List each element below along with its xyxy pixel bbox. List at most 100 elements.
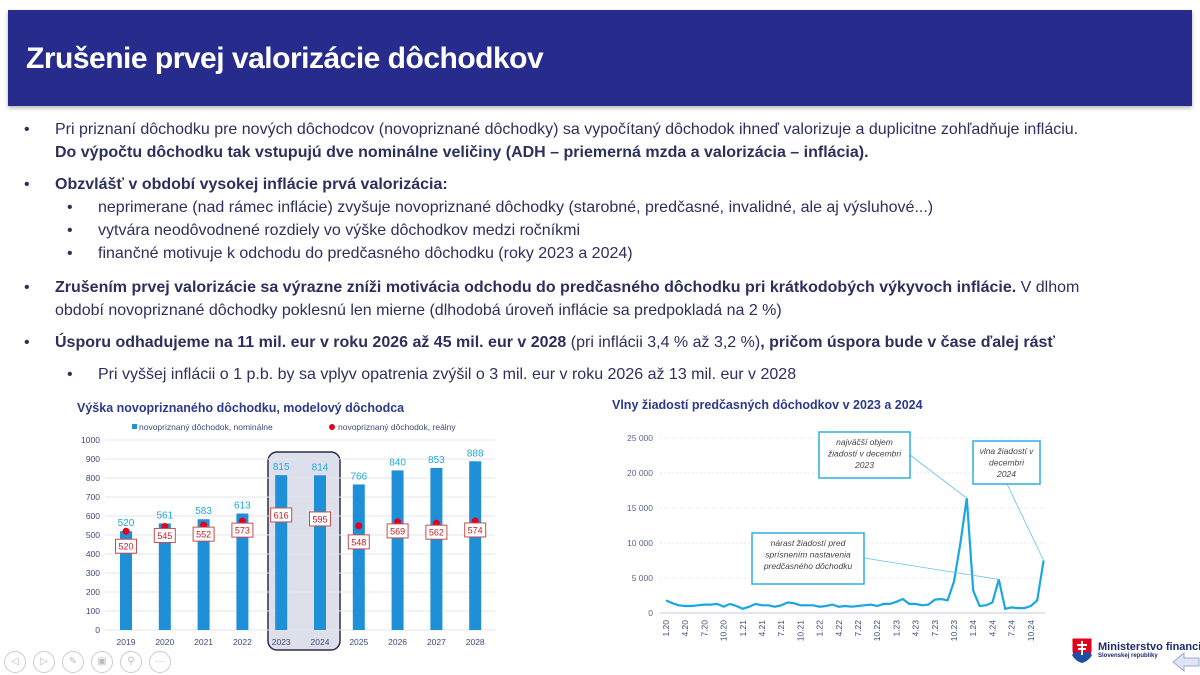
- legend-swatch-nominal: [132, 424, 137, 429]
- bar-value-label: 888: [467, 448, 484, 459]
- x-tick-label: 2023: [272, 637, 291, 647]
- bullet-text: Úsporu odhadujeme na 11 mil. eur v roku …: [55, 334, 1055, 352]
- bar-value-label: 520: [118, 518, 135, 529]
- real-value-box: [153, 527, 176, 543]
- ministry-subname: Slovenskej republiky: [1098, 653, 1158, 659]
- bar-value-label: 583: [195, 506, 212, 517]
- annotation-text: nárast žiadostí pred: [771, 538, 846, 548]
- y-tick-label: 600: [86, 511, 100, 521]
- real-value-label: 616: [274, 510, 289, 520]
- annotation-text: predčasného dôchodku: [763, 561, 853, 571]
- y-tick-label: 200: [86, 587, 100, 597]
- bar-2019: [120, 531, 132, 630]
- x-tick-label: 7.21: [776, 620, 786, 637]
- bullet-text: Do výpočtu dôchodku tak vstupujú dve nom…: [55, 144, 869, 161]
- bullet-text: Pri priznaní dôchodku pre nových dôchodc…: [55, 121, 1079, 138]
- y-tick-label: 800: [86, 473, 100, 483]
- real-value-label: 548: [351, 537, 366, 547]
- x-tick-label: 2028: [466, 637, 485, 647]
- bullet-text: období novopriznané dôchodky poklesnú le…: [55, 302, 782, 319]
- annotation-text: 2024: [996, 469, 1016, 479]
- x-tick-label: 4.21: [757, 620, 767, 637]
- bullet: •: [24, 121, 30, 138]
- bar-2025: [352, 484, 365, 630]
- y-tick-label: 700: [86, 492, 100, 502]
- x-tick-label: 1.20: [661, 620, 671, 637]
- bar-chart-title: Výška novopriznaného dôchodku, modelový …: [77, 401, 405, 415]
- x-tick-label: 10.23: [949, 620, 959, 642]
- x-tick-label: 10.21: [795, 620, 805, 642]
- sub-bullet-text: neprimerane (nad rámec inflácie) zvyšuje…: [98, 199, 934, 216]
- x-tick-label: 1.21: [738, 620, 748, 637]
- bullet: •: [24, 334, 30, 351]
- bar-2021: [197, 519, 210, 630]
- annotation-box: [818, 431, 911, 479]
- real-value-box: [464, 522, 487, 538]
- sub-bullet-text: vytvára neodôvodnené rozdiely vo výške d…: [98, 222, 581, 239]
- real-value-box: [115, 538, 137, 554]
- y-tick-label: 300: [86, 568, 100, 578]
- sub-bullet-text: finančné motivuje k odchodu do predčasné…: [98, 245, 633, 262]
- bullet: •: [67, 199, 73, 216]
- y-tick-label: 20 000: [627, 468, 653, 478]
- real-value-label: 520: [118, 542, 133, 552]
- x-tick-label: 10.22: [872, 620, 882, 642]
- annotation-text: decembri: [989, 458, 1025, 468]
- x-tick-label: 2021: [194, 637, 213, 647]
- x-tick-label: 4.24: [987, 620, 997, 637]
- bar-value-label: 814: [312, 462, 329, 473]
- sub-bullet-text: Pri vyššej inflácii o 1 p.b. by sa vplyv…: [98, 366, 797, 383]
- legend-label-nominal: novopriznaný dôchodok, nominálne: [139, 422, 273, 432]
- x-tick-label: 7.24: [1007, 620, 1017, 637]
- nav-pen-button[interactable]: ✎: [62, 651, 84, 673]
- y-tick-label: 0: [648, 608, 653, 618]
- x-tick-label: 7.23: [930, 620, 940, 637]
- bar-value-label: 766: [350, 471, 367, 482]
- nav-more-button[interactable]: ···: [149, 651, 171, 673]
- y-tick-label: 1000: [81, 435, 100, 445]
- x-tick-label: 4.22: [834, 620, 844, 637]
- bullet: •: [67, 245, 73, 262]
- bullet: •: [67, 366, 73, 383]
- real-value-box: [192, 526, 215, 542]
- x-tick-label: 2020: [155, 637, 174, 647]
- y-tick-label: 500: [86, 530, 100, 540]
- real-value-box: [231, 522, 254, 538]
- real-value-box: [425, 524, 448, 540]
- back-arrow-icon[interactable]: [1172, 652, 1200, 672]
- annotation-box: [972, 440, 1041, 485]
- real-value-box: [386, 523, 409, 539]
- bullet: •: [24, 176, 30, 193]
- page-title: Zrušenie prvej valorizácie dôchodkov: [26, 42, 544, 75]
- nav-next-button[interactable]: ▷: [33, 651, 55, 673]
- nav-zoom-button[interactable]: ⚲: [120, 651, 142, 673]
- coat-of-arms-icon: [1071, 637, 1093, 664]
- x-tick-label: 2022: [233, 637, 252, 647]
- x-tick-label: 2026: [388, 637, 407, 647]
- x-tick-label: 2025: [349, 637, 368, 647]
- annotation-text: vlna žiadostí v: [980, 446, 1035, 456]
- nav-slides-button[interactable]: ▣: [91, 651, 113, 673]
- real-point-2019: [122, 527, 130, 535]
- bar-value-label: 840: [389, 457, 406, 468]
- x-tick-label: 7.22: [853, 620, 863, 637]
- real-value-label: 573: [235, 526, 250, 536]
- x-tick-label: 4.23: [911, 620, 921, 637]
- annotation-leader: [909, 454, 968, 499]
- real-value-box: [270, 507, 293, 523]
- x-tick-label: 1.24: [968, 620, 978, 637]
- bar-2020: [158, 523, 171, 630]
- y-tick-label: 100: [86, 606, 100, 616]
- nav-previous-button[interactable]: ◁: [4, 651, 26, 673]
- line-chart-title: Vlny žiadostí predčasných dôchodkov v 20…: [612, 398, 923, 412]
- x-tick-label: 2027: [427, 637, 446, 647]
- bar-2024: [314, 475, 326, 630]
- x-tick-label: 7.20: [699, 620, 709, 637]
- annotation-box: [751, 532, 865, 585]
- legend-swatch-real: [329, 424, 335, 430]
- x-tick-label: 10.24: [1026, 620, 1036, 642]
- y-tick-label: 900: [86, 454, 100, 464]
- annotation-text: sprísnením nastavenia: [765, 550, 851, 560]
- annotation-leader: [1006, 483, 1044, 561]
- y-tick-label: 400: [86, 549, 100, 559]
